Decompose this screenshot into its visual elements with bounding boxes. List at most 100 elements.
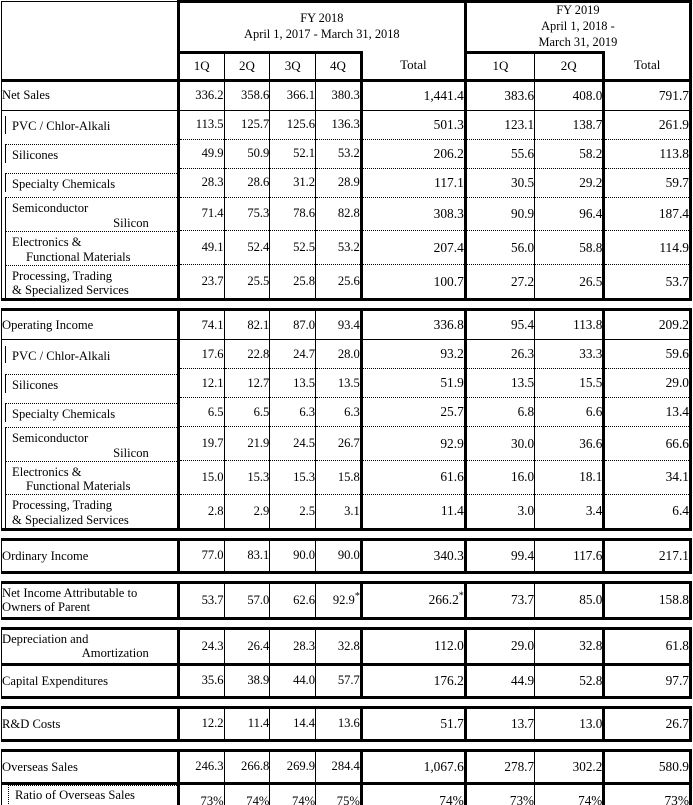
footnote-asterisk: * bbox=[354, 590, 360, 602]
row-label-text: Processing, Trading bbox=[12, 498, 113, 513]
cell-fy2018-3q: 52.5 bbox=[269, 230, 316, 265]
cell-fy2018-3q: 62.6 bbox=[269, 580, 316, 620]
sub-label-inner: Electronics & Functional Materials bbox=[5, 460, 177, 495]
cell-fy2019-2q: 302.2 bbox=[534, 748, 606, 785]
row-label-text: Electronics & bbox=[12, 464, 82, 479]
sub-label-inner: Specialty Chemicals bbox=[5, 173, 177, 193]
cell-fy2018-4q: 284.4 bbox=[315, 748, 363, 785]
row-label-text: PVC / Chlor-Alkali bbox=[12, 118, 111, 133]
cell-fy2018-3q: 2.5 bbox=[269, 493, 316, 531]
cell-fy2018-4q: 53.2 bbox=[315, 230, 363, 265]
row-label-text-2: Silicon bbox=[113, 215, 149, 230]
cell-fy2019-1q: 123.1 bbox=[463, 109, 535, 140]
cell-fy2019-1q: 383.6 bbox=[463, 78, 535, 111]
cell-fy2018-2q: 50.9 bbox=[223, 138, 270, 169]
row-label-text: Semiconductor bbox=[12, 430, 89, 445]
cell-fy2018-1q: 28.3 bbox=[176, 167, 225, 198]
section-gap bbox=[1, 299, 691, 310]
sub-label-wrap: PVC / Chlor-Alkali bbox=[2, 345, 177, 364]
cell-fy2018-1q: 77.0 bbox=[176, 537, 225, 574]
footnote-asterisk: * bbox=[458, 590, 464, 602]
row-label-depreciation-amortization: Depreciation and Amortization bbox=[1, 626, 179, 666]
cell-fy2018-total: 93.2 bbox=[361, 339, 467, 369]
cell-fy2019-total: 26.7 bbox=[603, 705, 692, 742]
table-row: Silicones 49.9 50.9 52.1 53.2 206.2 55.6 58.2 11… bbox=[1, 138, 692, 169]
cell-fy2019-1q: 29.0 bbox=[463, 626, 535, 666]
row-label-sub: Specialty Chemicals bbox=[1, 397, 179, 427]
cell-fy2018-3q: 15.3 bbox=[269, 460, 316, 495]
cell-fy2019-2q: 74% bbox=[534, 782, 606, 805]
table-row: Processing, Trading & Specialized Service… bbox=[1, 264, 692, 302]
col-header-fy2018-2q: 2Q bbox=[223, 50, 270, 81]
cell-fy2019-2q: 52.8 bbox=[534, 662, 606, 699]
cell-fy2019-total: 97.7 bbox=[603, 662, 692, 699]
col-header-fy2019-1q: 1Q bbox=[463, 50, 535, 81]
col-header-fy2018-1q: 1Q bbox=[176, 50, 225, 81]
row-label-sub: Specialty Chemicals bbox=[1, 168, 179, 198]
cell-fy2018-total: 336.8 bbox=[361, 308, 467, 340]
col-header-fy2018-4q: 4Q bbox=[315, 50, 363, 81]
cell-fy2019-2q: 32.8 bbox=[534, 626, 606, 666]
row-label-text-2: Silicon bbox=[113, 445, 149, 460]
cell-fy2018-2q: 6.5 bbox=[223, 397, 270, 427]
fy2019-period-line1: April 1, 2018 - bbox=[541, 18, 615, 33]
cell-fy2018-1q: 12.1 bbox=[176, 368, 225, 398]
cell-fy2019-1q: 90.9 bbox=[463, 196, 535, 231]
row-label-text: Specialty Chemicals bbox=[12, 406, 116, 421]
row-label-sub: PVC / Chlor-Alkali bbox=[1, 339, 179, 369]
cell-fy2018-3q: 28.3 bbox=[269, 626, 316, 666]
cell-fy2018-4q: 28.9 bbox=[315, 167, 363, 198]
section-gap bbox=[1, 618, 691, 629]
row-label-ordinary-income: Ordinary Income bbox=[1, 537, 179, 574]
fy2018-period: April 1, 2017 - March 31, 2018 bbox=[244, 26, 400, 41]
cell-fy2019-1q: 95.4 bbox=[463, 308, 535, 340]
row-label-text: Silicones bbox=[12, 148, 59, 163]
row-label-sub: Semiconductor Silicon bbox=[1, 197, 179, 231]
cell-fy2018-4q: 92.9* bbox=[315, 580, 363, 620]
cell-fy2018-4q: 57.7 bbox=[315, 662, 363, 699]
cell-fy2019-total: 580.9 bbox=[603, 748, 692, 785]
cell-fy2018-2q: 15.3 bbox=[223, 460, 270, 495]
cell-fy2019-1q: 13.5 bbox=[463, 368, 535, 398]
sub-label-inner: Electronics & Functional Materials bbox=[5, 230, 177, 265]
cell-fy2018-total: 51.7 bbox=[361, 705, 467, 742]
row-label-net-sales: Net Sales bbox=[1, 78, 179, 111]
row-label-text: Overseas Sales bbox=[2, 759, 78, 774]
cell-fy2018-2q: 26.4 bbox=[223, 626, 270, 666]
cell-fy2018-1q: 19.7 bbox=[176, 426, 225, 461]
cell-fy2018-2q: 38.9 bbox=[223, 662, 270, 699]
table-row: Depreciation and Amortization 24.3 26.4 28.3… bbox=[1, 626, 692, 666]
cell-fy2019-1q: 13.7 bbox=[463, 705, 535, 742]
section-gap-cell bbox=[1, 572, 691, 583]
row-label-capital-expenditures: Capital Expenditures bbox=[1, 662, 179, 699]
row-label-overseas-sales: Overseas Sales bbox=[1, 748, 179, 785]
sub-label-inner: Silicones bbox=[5, 373, 177, 393]
table-row: Capital Expenditures 35.6 38.9 44.0 57.7 176.… bbox=[1, 662, 692, 699]
cell-fy2019-total: 261.9 bbox=[603, 109, 692, 140]
cell-fy2018-2q: 125.7 bbox=[223, 109, 270, 140]
cell-fy2018-1q: 336.2 bbox=[176, 78, 225, 111]
section-gap bbox=[1, 572, 691, 583]
cell-fy2019-1q: 56.0 bbox=[463, 230, 535, 265]
cell-fy2018-total: 176.2 bbox=[361, 662, 467, 699]
sub-label-wrap: Specialty Chemicals bbox=[2, 402, 177, 422]
row-label-text-2: & Specialized Services bbox=[12, 513, 129, 528]
cell-fy2018-4q: 75% bbox=[315, 782, 363, 805]
table-row: Electronics & Functional Materials 15.0 15.… bbox=[1, 460, 692, 495]
col-header-fy2019-2q: 2Q bbox=[534, 50, 606, 81]
cell-fy2018-1q: 15.0 bbox=[176, 460, 225, 495]
cell-fy2018-total: 266.2* bbox=[361, 580, 467, 620]
cell-fy2019-1q: 6.8 bbox=[463, 397, 535, 427]
cell-fy2018-4q: 53.2 bbox=[315, 138, 363, 169]
cell-fy2018-total: 308.3 bbox=[361, 196, 467, 231]
cell-fy2019-1q: 278.7 bbox=[463, 748, 535, 785]
row-label-text: Electronics & bbox=[12, 234, 82, 249]
table-row: Specialty Chemicals 28.3 28.6 31.2 28.9 117.1… bbox=[1, 167, 692, 198]
sub-label-wrap: Semiconductor Silicon bbox=[2, 426, 177, 461]
sub-label-inner: Semiconductor Silicon bbox=[5, 197, 177, 231]
cell-fy2018-1q: 6.5 bbox=[176, 397, 225, 427]
cell-fy2019-2q: 117.6 bbox=[534, 537, 606, 574]
cell-fy2018-total: 117.1 bbox=[361, 167, 467, 198]
cell-fy2018-4q: 32.8 bbox=[315, 626, 363, 666]
